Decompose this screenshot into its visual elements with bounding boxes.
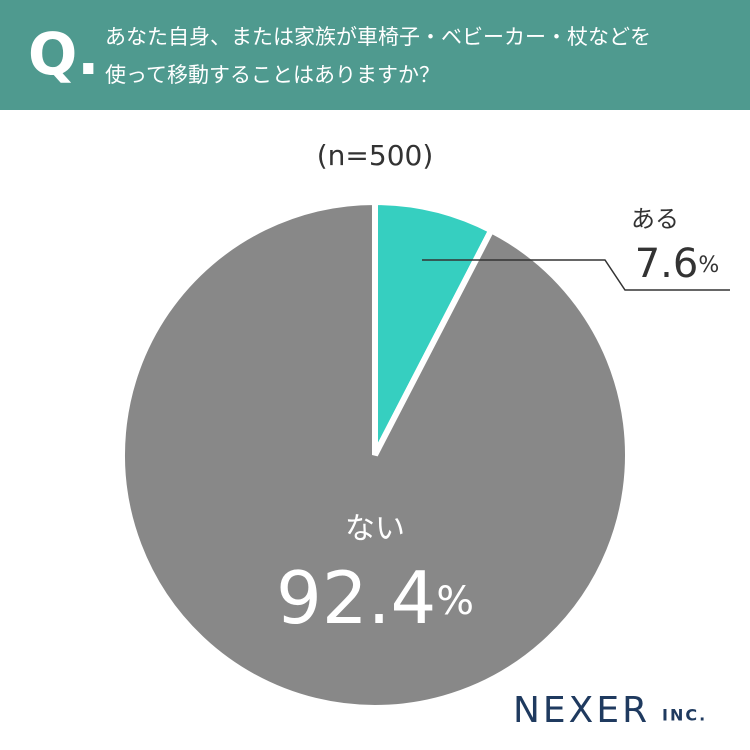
slice-value: 92.4% — [276, 556, 474, 640]
slice-label: ある — [631, 205, 679, 233]
slice-label: ない — [345, 512, 405, 547]
leader-line — [422, 259, 730, 291]
logo: NEXER — [513, 690, 650, 731]
question-mark: Q. — [28, 20, 99, 88]
logo-sub: INC. — [662, 706, 707, 725]
question-line: あなた自身、または家族が車椅子・ベビーカー・杖などを — [105, 25, 651, 49]
pie — [119, 198, 631, 711]
pie-slice — [119, 198, 631, 711]
question-line: 使って移動することはありますか？ — [105, 63, 440, 87]
slice-value: 7.6% — [635, 241, 720, 287]
pie-slice — [372, 198, 496, 457]
header-band — [0, 0, 750, 110]
sample-size: (n=500) — [317, 139, 434, 172]
